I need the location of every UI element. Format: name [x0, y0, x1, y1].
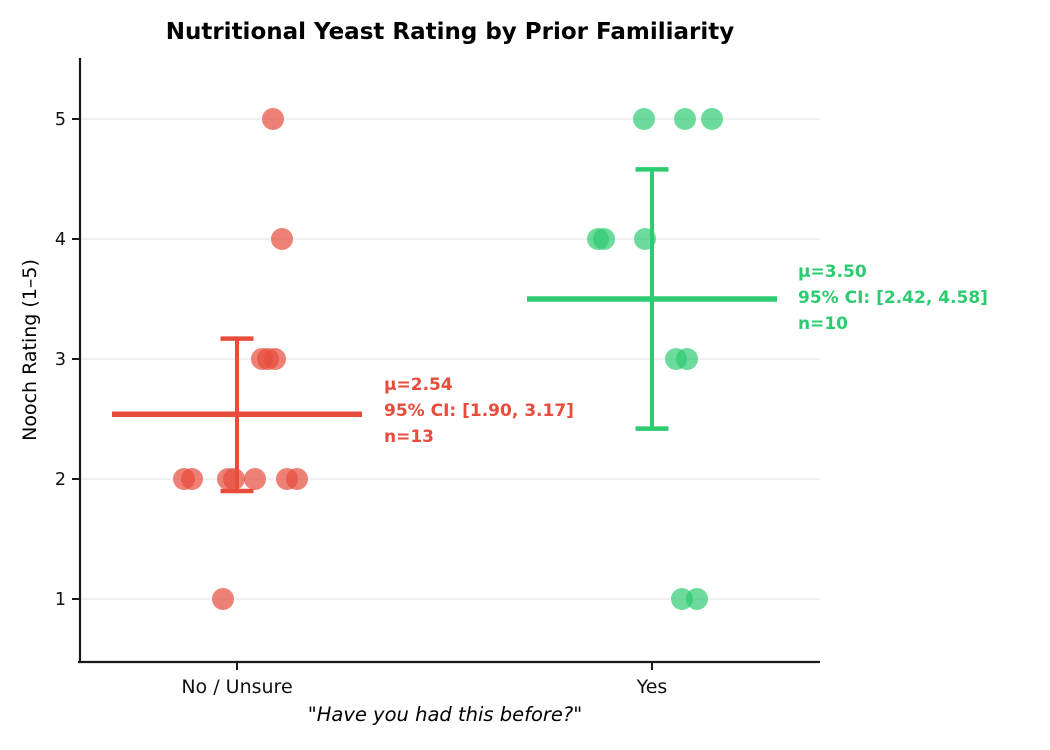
data-point: [674, 108, 696, 130]
x-axis-label: "Have you had this before?": [307, 703, 583, 726]
data-point: [264, 348, 286, 370]
y-tick-label: 2: [55, 470, 66, 490]
x-category-label: Yes: [636, 676, 668, 698]
annotation-mean-value: μ=2.54: [384, 375, 453, 395]
y-tick-label: 3: [55, 350, 66, 370]
data-point: [701, 108, 723, 130]
data-point: [286, 468, 308, 490]
data-point: [271, 228, 293, 250]
annotation-sample-size: n=10: [798, 314, 849, 334]
annotation-mean-value: μ=3.50: [798, 262, 867, 282]
annotation-yes: μ=3.50 95% CI: [2.42, 4.58] n=10: [798, 259, 988, 337]
data-point: [676, 348, 698, 370]
annotation-ci-value: 95% CI: [2.42, 4.58]: [798, 288, 988, 308]
y-axis-label: Nooch Rating (1–5): [19, 259, 41, 441]
data-point: [686, 588, 708, 610]
y-tick-label: 5: [55, 110, 66, 130]
data-point: [593, 228, 615, 250]
data-point: [212, 588, 234, 610]
annotation-ci-value: 95% CI: [1.90, 3.17]: [384, 401, 574, 421]
data-point: [262, 108, 284, 130]
chart-title: Nutritional Yeast Rating by Prior Famili…: [165, 19, 735, 45]
data-point: [633, 108, 655, 130]
annotation-sample-size: n=13: [384, 427, 435, 447]
y-tick-label: 4: [55, 230, 66, 250]
data-point: [223, 468, 245, 490]
data-point: [244, 468, 266, 490]
data-point: [181, 468, 203, 490]
annotation-no-unsure: μ=2.54 95% CI: [1.90, 3.17] n=13: [384, 372, 574, 450]
y-tick-label: 1: [55, 590, 66, 610]
x-category-label: No / Unsure: [181, 676, 292, 698]
